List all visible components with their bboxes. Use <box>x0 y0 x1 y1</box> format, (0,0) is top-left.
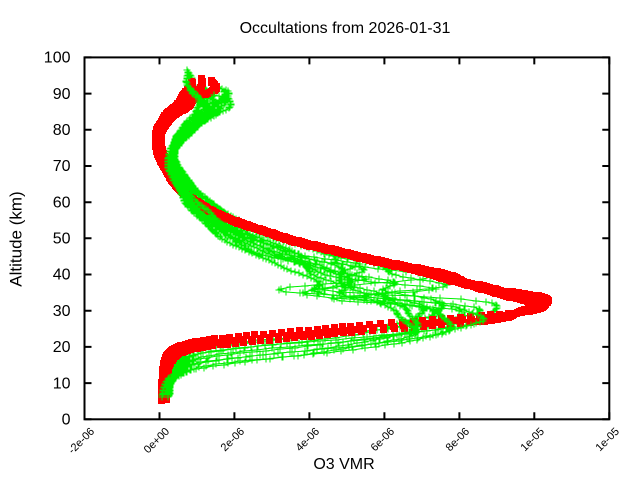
svg-text:30: 30 <box>53 303 71 320</box>
svg-text:50: 50 <box>53 231 71 248</box>
svg-text:90: 90 <box>53 86 71 103</box>
svg-text:80: 80 <box>53 122 71 139</box>
svg-text:100: 100 <box>44 50 71 67</box>
svg-text:Occultations from 2026-01-31: Occultations from 2026-01-31 <box>240 20 451 37</box>
svg-text:40: 40 <box>53 267 71 284</box>
svg-text:60: 60 <box>53 194 71 211</box>
svg-text:0: 0 <box>62 412 71 429</box>
svg-text:70: 70 <box>53 158 71 175</box>
svg-text:O3 VMR: O3 VMR <box>313 456 374 473</box>
svg-text:20: 20 <box>53 339 71 356</box>
svg-text:10: 10 <box>53 375 71 392</box>
svg-text:Altitude (km): Altitude (km) <box>7 191 26 286</box>
